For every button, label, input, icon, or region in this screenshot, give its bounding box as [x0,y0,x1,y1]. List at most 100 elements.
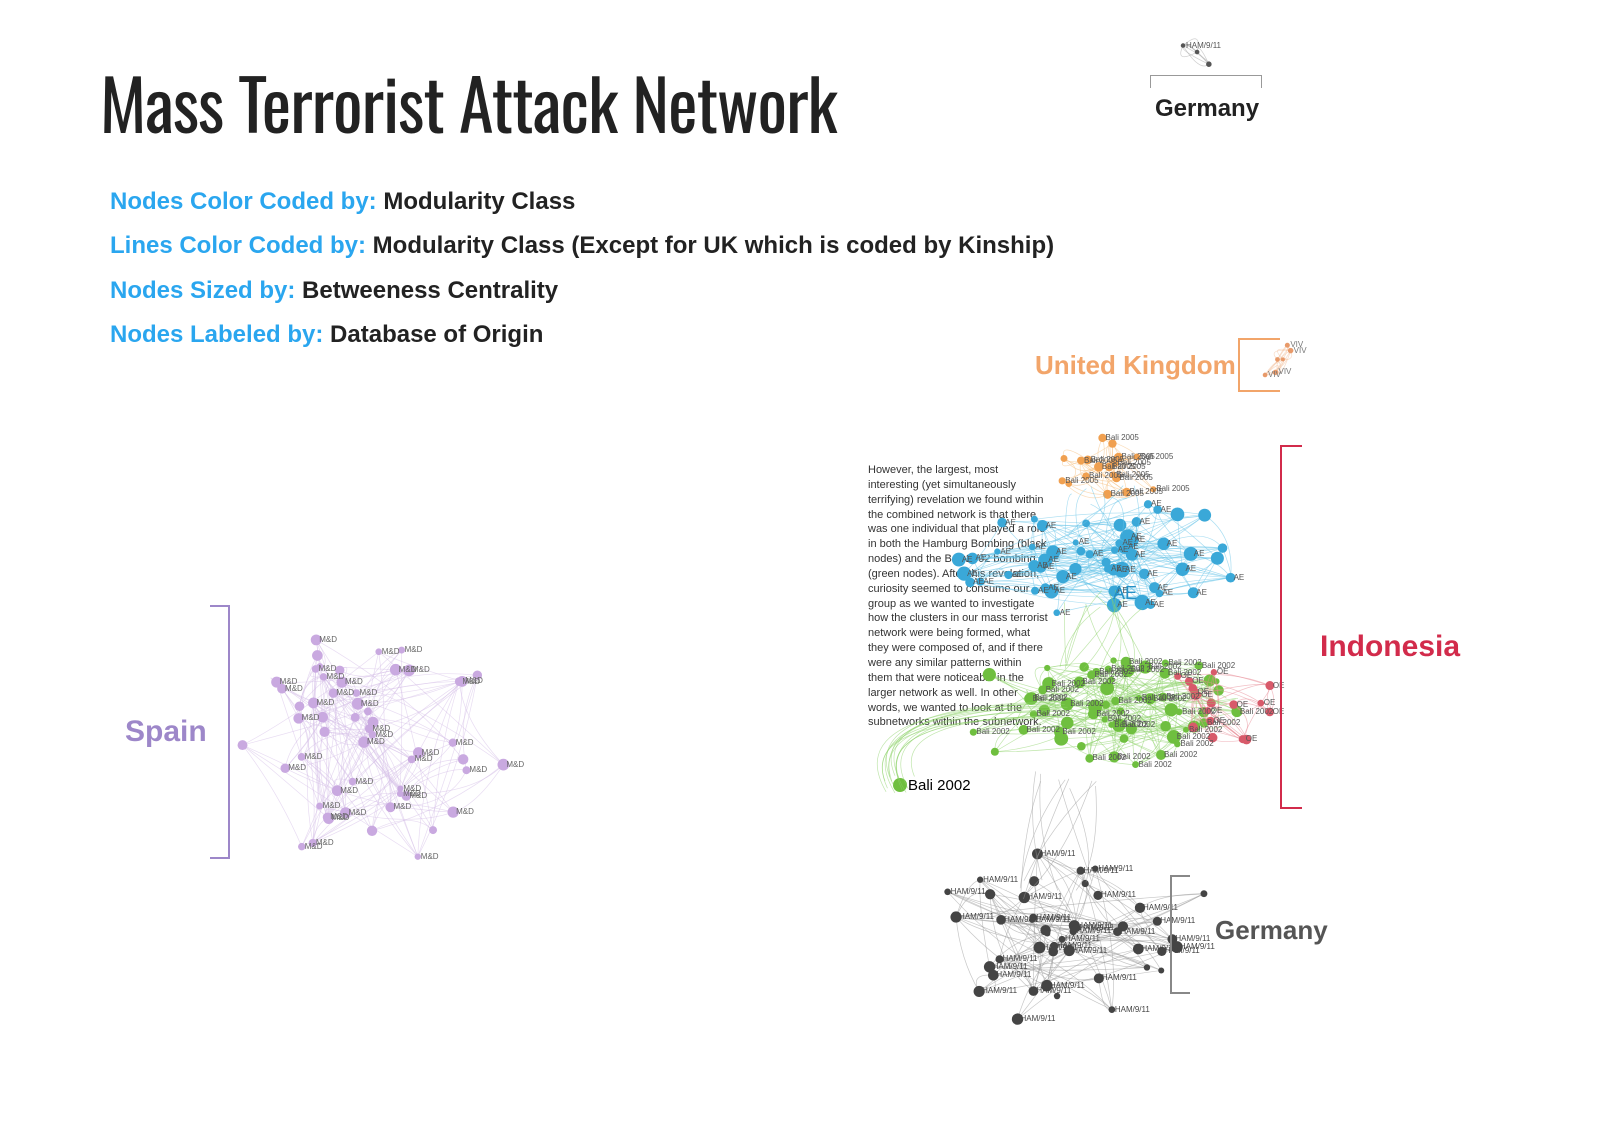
node-label: M&D [349,808,367,817]
node-label: HAM/9/11 [1079,923,1114,932]
region-bracket [1238,338,1280,392]
node-label: HAM/9/11 [1003,954,1038,963]
node-label: Bali 2002 [1168,658,1201,667]
node-label: Bali 2002 [1037,709,1070,718]
region-bracket [1280,445,1302,809]
node-label: M&D [403,789,421,798]
node-label: HAM/9/11 [1186,41,1221,50]
node-label: HAM/9/11 [1035,915,1070,924]
node-label: M&D [316,838,334,847]
node-label: M&D [336,688,354,697]
node-label: HAM/9/11 [1040,849,1075,858]
node-label: M&D [302,713,320,722]
node-label: AE [1167,539,1178,548]
node-label: M&D [359,688,377,697]
node-label: HAM/9/11 [1115,1005,1150,1014]
node-label: M&D [332,813,350,822]
node-label: AE [1161,505,1172,514]
region-bracket [1170,875,1190,994]
node-label: M&D [456,807,474,816]
node-label: M&D [319,635,337,644]
node-label: Bali 2002 [1070,699,1103,708]
node-label: OE [1211,706,1223,715]
node-label: AE [1038,586,1049,595]
node-label: M&D [356,777,374,786]
node-label: AE [1147,569,1158,578]
node-label: AE [1035,542,1046,551]
node-label: Bali 2002 [1033,694,1066,703]
node-label: VIV [1294,346,1307,355]
node-label: M&D [469,765,487,774]
node-label: M&D [421,852,439,861]
node-label: Bali 2002 [1062,727,1095,736]
node-label: Bali 2005 [1106,433,1139,442]
node-label: AE [1054,586,1065,595]
node-label: M&D [422,748,440,757]
node-label: OE [1237,700,1249,709]
node-label: OE [1217,667,1229,676]
node-label: AE [1185,564,1196,573]
node-label: M&D [393,802,411,811]
node-label: AE [1134,535,1145,544]
node-label: OE [1201,690,1213,699]
node-label: Bali 2002 [976,727,1009,736]
node-label: M&D [280,677,298,686]
node-label: M&D [405,645,423,654]
node-label: M&D [506,760,524,769]
node-label: Bali 2002 [1046,685,1079,694]
node-label: Bali 2005 [1065,476,1098,485]
node-label: M&D [361,699,379,708]
node-label: HAM/9/11 [1101,890,1136,899]
region-bracket [1150,75,1262,88]
node-label: OE [1264,698,1276,707]
node-label: OE [1181,671,1193,680]
node-label: Bali 2002 [1166,692,1199,701]
node-label: M&D [462,677,480,686]
node-label: M&D [382,647,400,656]
node-label: VIV [1278,367,1291,376]
node-label: HAM/9/11 [996,970,1031,979]
node-label: Bali 2005 [1084,456,1117,465]
node-label: M&D [345,677,363,686]
node-label: AE [973,577,984,586]
node-label: HAM/9/11 [1050,981,1085,990]
node-label: M&D [316,698,334,707]
node-label: OE [1246,734,1258,743]
node-label: Bali 2005 [1119,473,1152,482]
network-canvas [0,0,1611,1124]
node-label: HAM/9/11 [959,912,994,921]
node-label: Bali 2002 [1082,677,1115,686]
node-label: HAM/9/11 [993,962,1028,971]
node-label: AE [962,555,973,564]
node-label: M&D [319,664,337,673]
node-label: AE [1122,538,1133,547]
node-label: HAM/9/11 [1057,941,1092,950]
node-label: AE [1140,517,1151,526]
node-label: M&D [367,737,385,746]
node-label: AE [1005,518,1016,527]
node-label: AE [1066,572,1077,581]
node-label: HAM/9/11 [1021,1014,1056,1023]
node-label: Bali 2002 [1139,760,1172,769]
node-label: HAM/9/11 [1120,927,1155,936]
node-label: AE [967,569,978,578]
region-bracket [210,605,230,859]
node-label: HAM/9/11 [951,887,986,896]
node-label: M&D [288,763,306,772]
node-label: AE [1125,565,1136,574]
node-label: AE [1196,588,1207,597]
node-label: HAM/9/11 [1102,973,1137,982]
node-label: M&D [399,665,417,674]
node-label: Bali 2002 [1164,750,1197,759]
node-label: AE [1234,573,1245,582]
node-label: Bali 2005 [1140,452,1173,461]
node-label: M&D [305,752,323,761]
node-label: M&D [327,672,345,681]
node-label: AE [1093,549,1104,558]
node-label: HAM/9/11 [1027,892,1062,901]
node-label: Bali 2002 [1027,725,1060,734]
node-label: Bali 2002 [1099,667,1132,676]
node-label: HAM/9/11 [983,875,1018,884]
node-label: AE [1060,608,1071,617]
node-label: AE [983,577,994,586]
